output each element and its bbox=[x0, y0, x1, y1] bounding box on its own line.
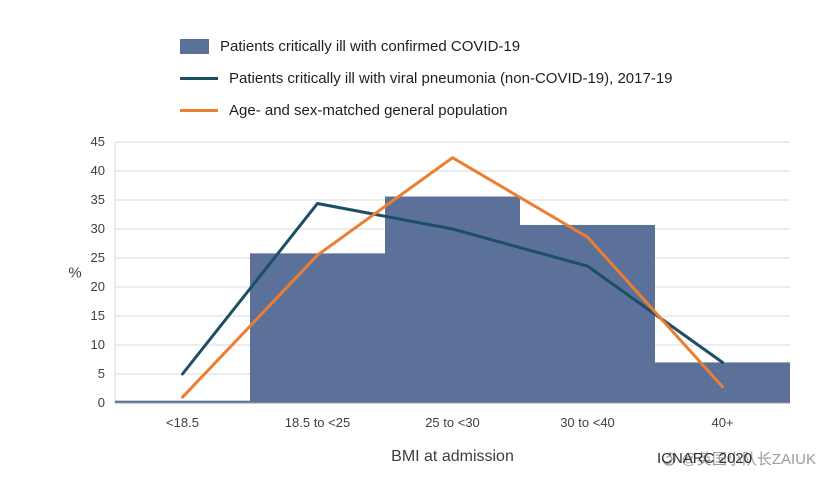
x-tick-label: 30 to <40 bbox=[560, 415, 615, 430]
legend-item-covid: Patients critically ill with confirmed C… bbox=[180, 38, 673, 55]
y-tick-label: 40 bbox=[91, 163, 105, 178]
legend-label-pneumonia: Patients critically ill with viral pneum… bbox=[229, 70, 673, 87]
y-tick-label: 10 bbox=[91, 337, 105, 352]
x-tick-label: 40+ bbox=[711, 415, 733, 430]
source-label: ICNARC 2020 bbox=[656, 450, 752, 467]
chart-legend: Patients critically ill with confirmed C… bbox=[180, 38, 673, 119]
y-tick-label: 0 bbox=[98, 395, 105, 410]
line-series bbox=[181, 156, 724, 399]
watermark: @英国小队长ZAIUK bbox=[661, 448, 816, 469]
pneumonia-line-swatch bbox=[180, 77, 218, 80]
bar bbox=[115, 400, 250, 403]
legend-label-covid: Patients critically ill with confirmed C… bbox=[220, 38, 521, 55]
y-tick-label: 30 bbox=[91, 221, 105, 236]
y-tick-label: 45 bbox=[91, 134, 105, 149]
x-axis-label: BMI at admission bbox=[391, 448, 514, 465]
watermark-swirl-icon bbox=[661, 451, 677, 467]
y-tick-label: 25 bbox=[91, 250, 105, 265]
bar bbox=[385, 196, 520, 403]
covid-bar-swatch bbox=[180, 39, 209, 54]
legend-label-population: Age- and sex-matched general population bbox=[229, 102, 508, 119]
y-axis-label: % bbox=[68, 265, 81, 282]
y-tick-label: 20 bbox=[91, 279, 105, 294]
x-tick-label: 25 to <30 bbox=[425, 415, 480, 430]
legend-item-pneumonia: Patients critically ill with viral pneum… bbox=[180, 70, 673, 87]
legend-item-population: Age- and sex-matched general population bbox=[180, 102, 673, 119]
watermark-handle: @英国小队长ZAIUK bbox=[681, 451, 816, 468]
bar bbox=[655, 362, 790, 403]
x-tick-label: 18.5 to <25 bbox=[285, 415, 350, 430]
line-series bbox=[181, 201, 724, 376]
bar bbox=[250, 253, 385, 403]
x-tick-label: <18.5 bbox=[166, 415, 199, 430]
y-tick-label: 35 bbox=[91, 192, 105, 207]
y-tick-label: 5 bbox=[98, 366, 105, 381]
y-tick-label: 15 bbox=[91, 308, 105, 323]
population-line-swatch bbox=[180, 109, 218, 112]
